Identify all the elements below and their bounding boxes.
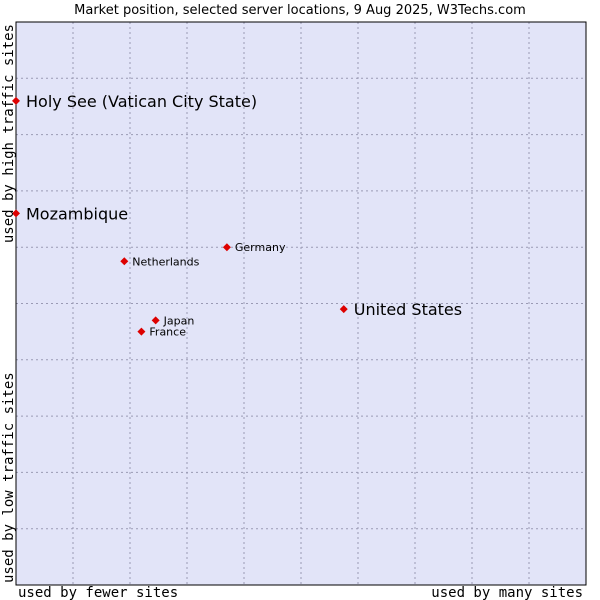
point-label: France [149, 326, 186, 339]
point-marker [222, 243, 231, 252]
y-axis-label-high-traffic: used by high traffic sites [1, 24, 17, 243]
chart-title: Market position, selected server locatio… [74, 3, 526, 18]
point-label: Japan [163, 314, 195, 327]
point-marker [339, 305, 348, 314]
point-label: Netherlands [132, 255, 199, 268]
grid-lines [16, 22, 586, 585]
data-point[interactable]: Netherlands [120, 255, 200, 268]
data-point[interactable]: United States [339, 300, 462, 319]
point-label: Holy See (Vatican City State) [26, 92, 257, 111]
data-point[interactable]: Germany [222, 241, 286, 254]
point-marker [137, 327, 146, 336]
data-point[interactable]: France [137, 326, 186, 339]
plot-border [15, 21, 587, 586]
y-axis-label-low-traffic: used by low traffic sites [1, 372, 17, 583]
point-marker [12, 96, 20, 105]
point-label: Mozambique [26, 204, 128, 223]
point-marker [120, 257, 129, 266]
point-label: United States [354, 300, 462, 319]
data-points: Holy See (Vatican City State) Mozambique G… [12, 92, 462, 339]
data-point[interactable]: Japan [151, 314, 195, 327]
point-marker [151, 316, 160, 325]
data-point[interactable]: Holy See (Vatican City State) [12, 92, 257, 111]
x-axis-label-many-sites: used by many sites [431, 585, 583, 600]
point-label: Germany [235, 241, 286, 254]
data-point[interactable]: Mozambique [12, 204, 128, 223]
x-axis-label-fewer-sites: used by fewer sites [18, 585, 178, 600]
point-marker [12, 209, 20, 218]
